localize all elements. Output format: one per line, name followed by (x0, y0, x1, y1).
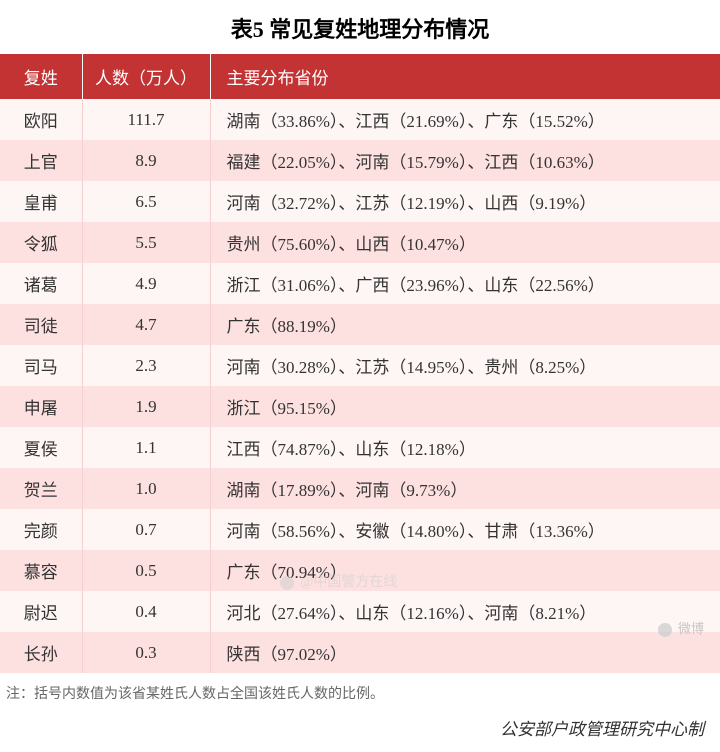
cell-provinces: 江西（74.87%）、山东（12.18%） (210, 427, 720, 468)
cell-population: 5.5 (82, 222, 210, 263)
cell-provinces: 福建（22.05%）、河南（15.79%）、江西（10.63%） (210, 140, 720, 181)
cell-population: 1.0 (82, 468, 210, 509)
cell-provinces: 河北（27.64%）、山东（12.16%）、河南（8.21%） (210, 591, 720, 632)
cell-provinces: 河南（32.72%）、江苏（12.19%）、山西（9.19%） (210, 181, 720, 222)
cell-surname: 欧阳 (0, 99, 82, 140)
cell-provinces: 河南（30.28%）、江苏（14.95%）、贵州（8.25%） (210, 345, 720, 386)
watermark-icon (280, 576, 294, 590)
table-note: 注：括号内数值为该省某姓氏人数占全国该姓氏人数的比例。 (0, 673, 720, 709)
cell-surname: 夏侯 (0, 427, 82, 468)
watermark-center-text: @中国警方在线 (301, 575, 398, 590)
cell-population: 0.3 (82, 632, 210, 673)
table-row: 长孙0.3陕西（97.02%） (0, 632, 720, 673)
cell-provinces: 广东（88.19%） (210, 304, 720, 345)
cell-surname: 上官 (0, 140, 82, 181)
table-row: 完颜0.7河南（58.56%）、安徽（14.80%）、甘肃（13.36%） (0, 509, 720, 550)
table-container: 表5 常见复姓地理分布情况 复姓 人数（万人） 主要分布省份 欧阳111.7湖南… (0, 0, 720, 752)
cell-population: 2.3 (82, 345, 210, 386)
cell-population: 0.7 (82, 509, 210, 550)
table-row: 尉迟0.4河北（27.64%）、山东（12.16%）、河南（8.21%） (0, 591, 720, 632)
table-footer: 公安部户政管理研究中心制 (0, 709, 720, 752)
cell-surname: 司马 (0, 345, 82, 386)
header-row: 复姓 人数（万人） 主要分布省份 (0, 54, 720, 99)
table-title: 表5 常见复姓地理分布情况 (0, 0, 720, 54)
col-header-surname: 复姓 (0, 54, 82, 99)
table-row: 皇甫6.5河南（32.72%）、江苏（12.19%）、山西（9.19%） (0, 181, 720, 222)
cell-population: 0.5 (82, 550, 210, 591)
table-row: 司马2.3河南（30.28%）、江苏（14.95%）、贵州（8.25%） (0, 345, 720, 386)
watermark-corner: 微博 (658, 618, 704, 637)
table-row: 司徒4.7广东（88.19%） (0, 304, 720, 345)
cell-provinces: 湖南（33.86%）、江西（21.69%）、广东（15.52%） (210, 99, 720, 140)
table-row: 欧阳111.7湖南（33.86%）、江西（21.69%）、广东（15.52%） (0, 99, 720, 140)
cell-surname: 慕容 (0, 550, 82, 591)
table-row: 上官8.9福建（22.05%）、河南（15.79%）、江西（10.63%） (0, 140, 720, 181)
cell-population: 0.4 (82, 591, 210, 632)
table-row: 贺兰1.0湖南（17.89%）、河南（9.73%） (0, 468, 720, 509)
cell-surname: 申屠 (0, 386, 82, 427)
cell-surname: 令狐 (0, 222, 82, 263)
cell-population: 1.9 (82, 386, 210, 427)
cell-surname: 完颜 (0, 509, 82, 550)
cell-population: 1.1 (82, 427, 210, 468)
watermark-corner-text: 微博 (678, 621, 704, 636)
col-header-provinces: 主要分布省份 (210, 54, 720, 99)
cell-surname: 尉迟 (0, 591, 82, 632)
cell-provinces: 浙江（31.06%）、广西（23.96%）、山东（22.56%） (210, 263, 720, 304)
table-row: 申屠1.9浙江（95.15%） (0, 386, 720, 427)
cell-provinces: 浙江（95.15%） (210, 386, 720, 427)
cell-population: 4.9 (82, 263, 210, 304)
cell-surname: 长孙 (0, 632, 82, 673)
cell-population: 6.5 (82, 181, 210, 222)
cell-population: 8.9 (82, 140, 210, 181)
cell-surname: 司徒 (0, 304, 82, 345)
cell-provinces: 贵州（75.60%）、山西（10.47%） (210, 222, 720, 263)
cell-provinces: 陕西（97.02%） (210, 632, 720, 673)
cell-surname: 诸葛 (0, 263, 82, 304)
cell-provinces: 湖南（17.89%）、河南（9.73%） (210, 468, 720, 509)
cell-population: 4.7 (82, 304, 210, 345)
cell-surname: 贺兰 (0, 468, 82, 509)
table-row: 夏侯1.1江西（74.87%）、山东（12.18%） (0, 427, 720, 468)
weibo-icon (658, 623, 672, 637)
watermark-center: @中国警方在线 (280, 571, 397, 591)
cell-population: 111.7 (82, 99, 210, 140)
col-header-population: 人数（万人） (82, 54, 210, 99)
table-row: 诸葛4.9浙江（31.06%）、广西（23.96%）、山东（22.56%） (0, 263, 720, 304)
cell-provinces: 河南（58.56%）、安徽（14.80%）、甘肃（13.36%） (210, 509, 720, 550)
table-row: 令狐5.5贵州（75.60%）、山西（10.47%） (0, 222, 720, 263)
cell-surname: 皇甫 (0, 181, 82, 222)
